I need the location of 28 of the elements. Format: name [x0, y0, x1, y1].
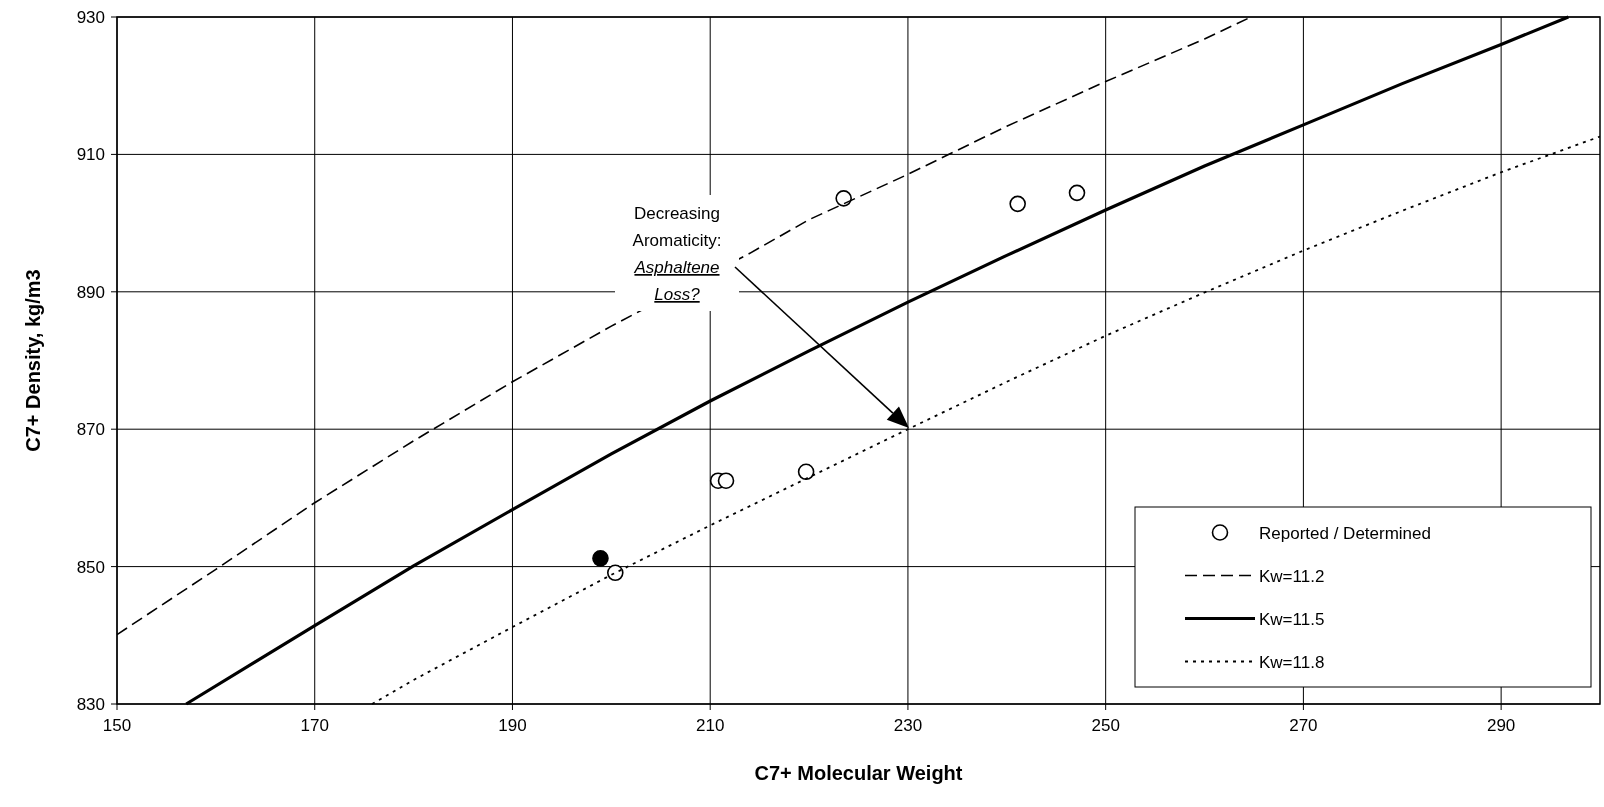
- x-tick-label: 290: [1486, 716, 1516, 735]
- legend-label: Kw=11.8: [1259, 652, 1325, 672]
- x-axis-title: C7+ Molecular Weight: [754, 762, 963, 784]
- y-tick-label: 910: [76, 145, 105, 165]
- point: [835, 190, 852, 207]
- y-tick-label: 930: [76, 8, 105, 27]
- y-tick-label: 870: [76, 420, 105, 440]
- point: [1009, 195, 1026, 213]
- point: [606, 564, 624, 582]
- point: [717, 472, 735, 490]
- x-tick-label: 250: [1091, 716, 1120, 735]
- x-tick-label: 170: [300, 716, 329, 735]
- y-tick-label: 890: [76, 282, 105, 302]
- legend-label: Kw=11.2: [1259, 566, 1325, 586]
- point: [1068, 184, 1086, 202]
- x-tick-label: 150: [102, 716, 132, 735]
- y-axis-title: C7+ Density, kg/m3: [22, 269, 44, 452]
- x-tick-label: 230: [893, 716, 923, 735]
- annotation: Decreasing Aromaticity: Asphaltene Loss?: [632, 204, 722, 304]
- x-tick-label: 270: [1289, 716, 1318, 735]
- legend-label: Reported / Determined: [1259, 523, 1431, 543]
- point: [797, 463, 815, 481]
- point: [592, 550, 609, 567]
- y-tick-label: 830: [76, 695, 105, 714]
- legend-label: Kw=11.5: [1259, 609, 1325, 629]
- y-tick-label: 850: [76, 557, 105, 577]
- x-tick-label: 190: [498, 716, 527, 735]
- x-tick-label: 210: [696, 716, 725, 735]
